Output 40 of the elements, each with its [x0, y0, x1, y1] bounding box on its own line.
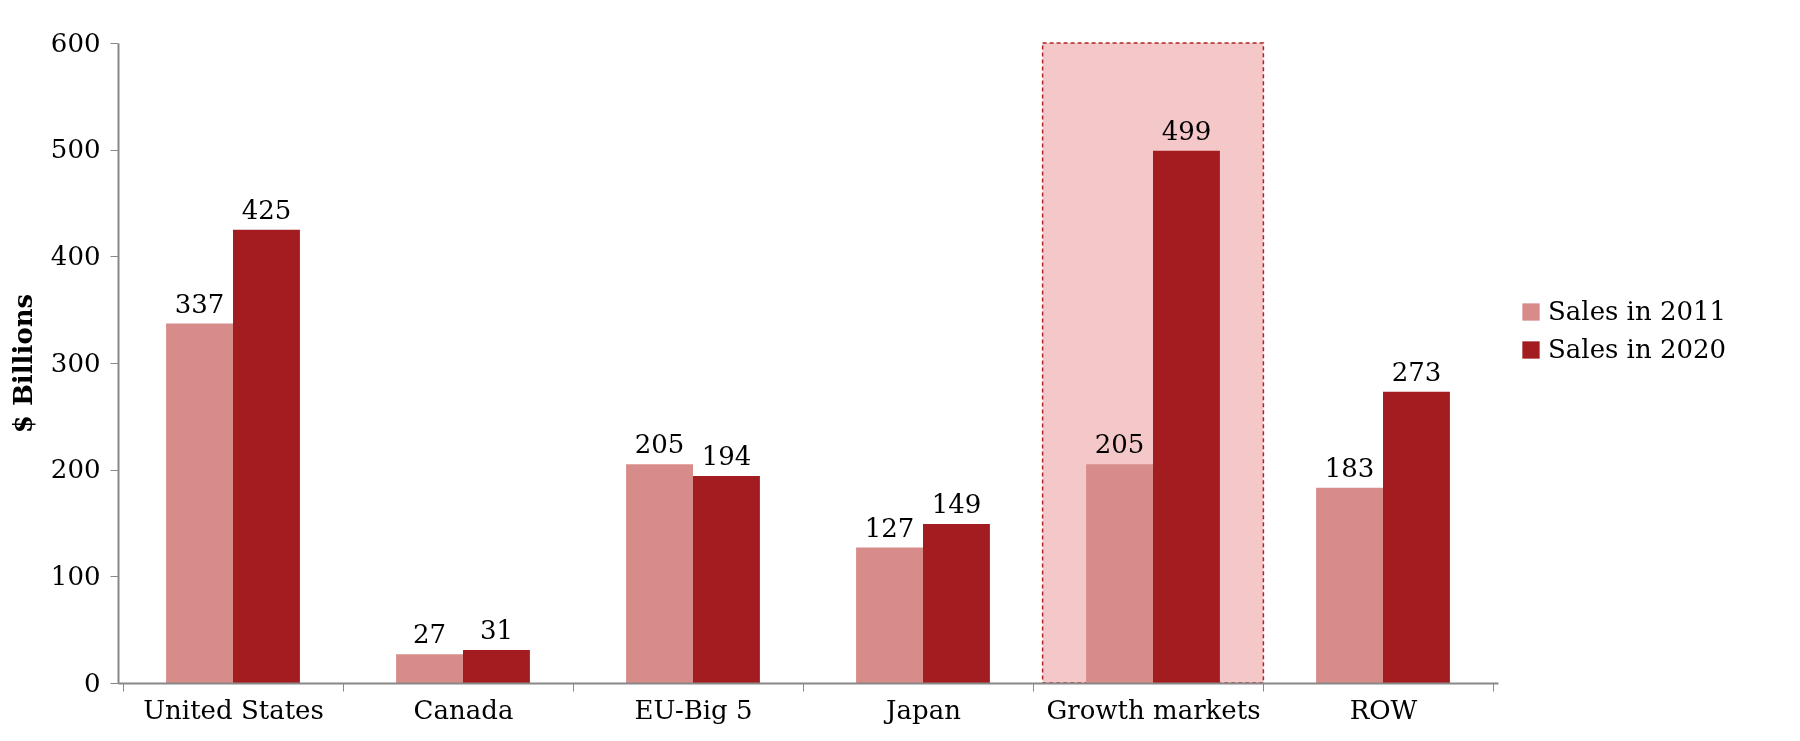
bar	[856, 547, 923, 683]
data-label: 499	[1161, 115, 1212, 146]
data-label: 149	[931, 489, 982, 520]
data-label: 205	[634, 429, 685, 460]
x-tick-label: ROW	[1349, 694, 1418, 725]
data-label: 205	[1094, 429, 1145, 460]
bar	[693, 476, 760, 683]
x-tick-label: Japan	[883, 694, 962, 725]
y-tick-label: 300	[50, 347, 101, 378]
legend-label: Sales in 2020	[1548, 334, 1727, 364]
x-tick-label: United States	[143, 694, 324, 725]
bar	[1383, 391, 1450, 683]
bar	[233, 229, 300, 683]
y-axis-title: $ Billions	[7, 293, 38, 434]
data-label: 183	[1324, 452, 1375, 483]
bar	[1086, 464, 1153, 683]
data-label: 127	[864, 512, 915, 543]
y-tick-label: 200	[50, 454, 101, 485]
y-tick-label: 500	[50, 134, 101, 165]
bar	[396, 654, 463, 683]
bar	[1153, 150, 1220, 683]
x-tick-label: Canada	[413, 694, 514, 725]
x-tick-label: EU-Big 5	[634, 694, 753, 725]
data-label: 337	[174, 288, 225, 319]
data-label: 194	[701, 441, 752, 472]
data-label: 273	[1391, 356, 1442, 387]
bar	[923, 524, 990, 683]
y-tick-label: 100	[50, 560, 101, 591]
bar	[626, 464, 693, 683]
legend-label: Sales in 2011	[1548, 296, 1727, 326]
y-tick-label: 400	[50, 240, 101, 271]
bar	[166, 323, 233, 683]
x-tick-label: Growth markets	[1046, 694, 1261, 725]
data-label: 27	[413, 619, 447, 650]
bar	[1316, 487, 1383, 683]
data-label: 425	[241, 194, 292, 225]
bar	[463, 649, 530, 683]
data-label: 31	[479, 614, 513, 645]
y-tick-label: 600	[50, 27, 101, 58]
y-tick-label: 0	[83, 667, 101, 698]
